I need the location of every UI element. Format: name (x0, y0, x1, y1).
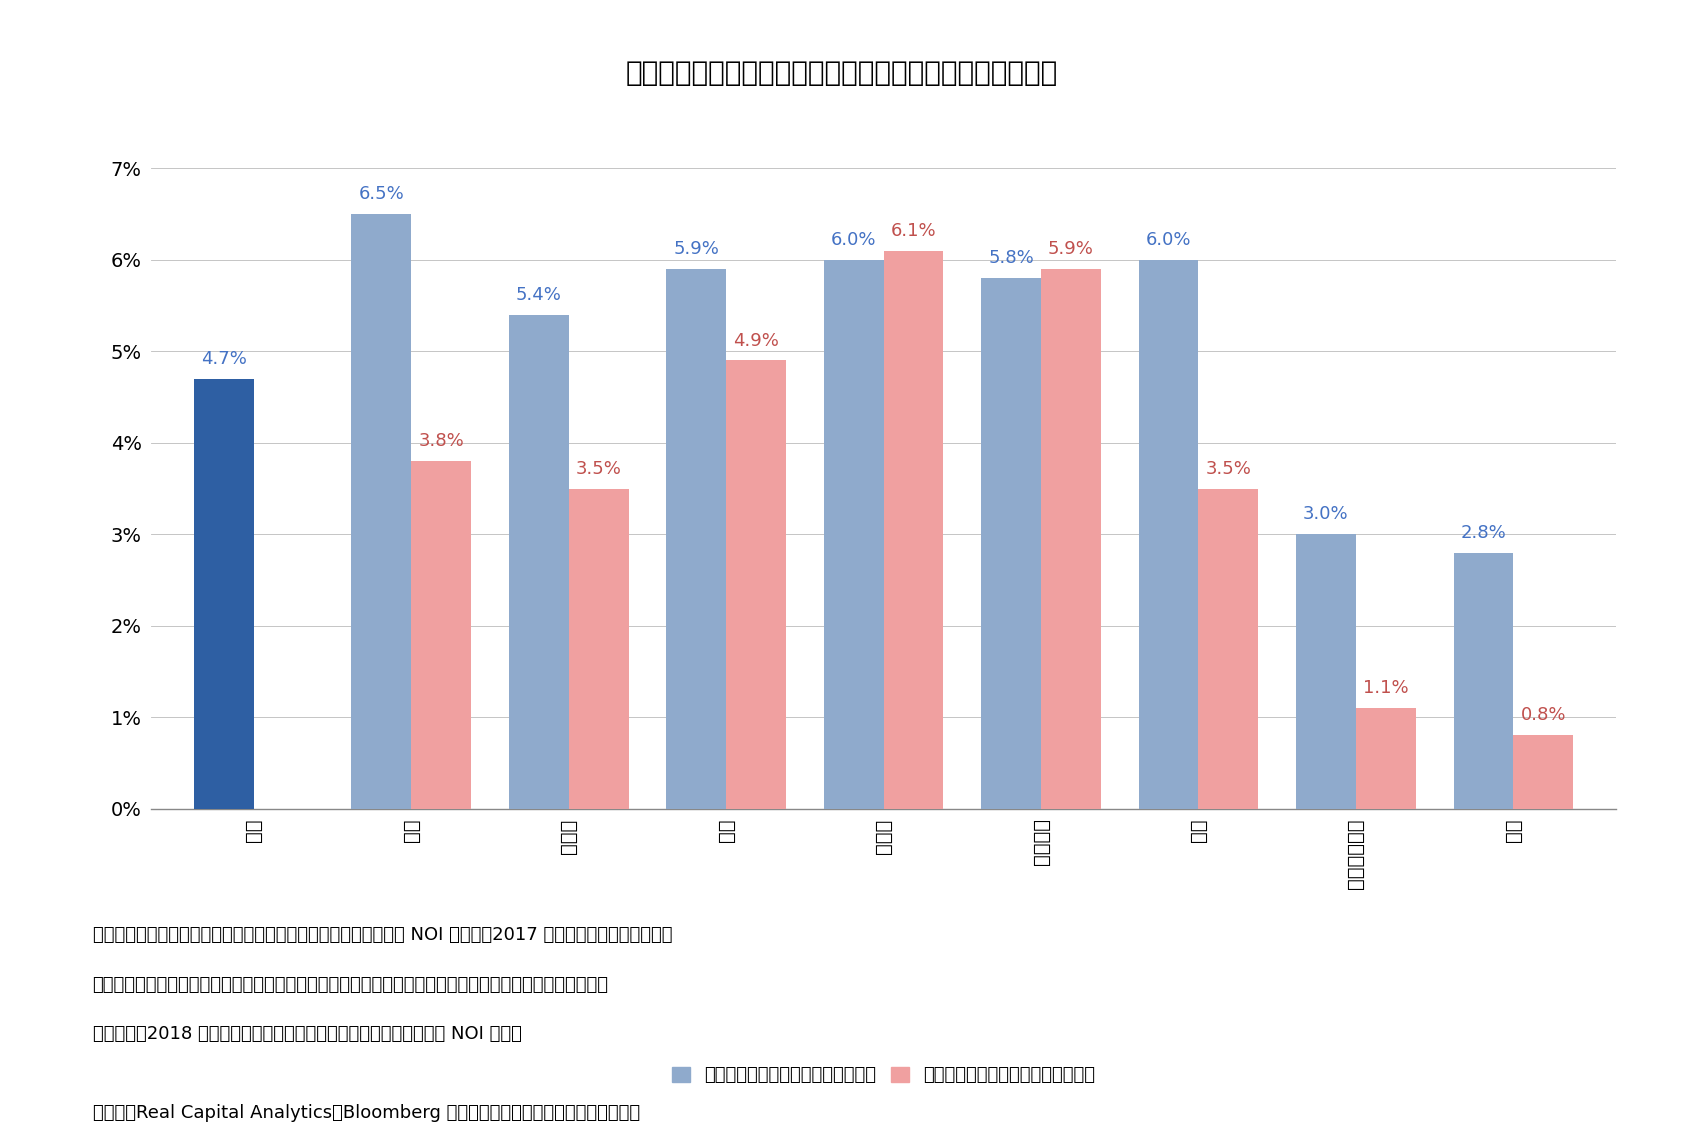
Bar (410, 462, 471, 809)
Bar (193, 378, 254, 809)
Text: 6.0%: 6.0% (1145, 231, 1191, 249)
Bar (725, 360, 785, 809)
Text: 3.5%: 3.5% (575, 459, 621, 477)
Bar (822, 259, 883, 809)
Bar (1453, 553, 1512, 809)
Text: 0.8%: 0.8% (1519, 706, 1564, 724)
Text: 6.1%: 6.1% (890, 221, 935, 240)
Text: 2.8%: 2.8% (1460, 523, 1505, 541)
Text: 5.9%: 5.9% (1048, 240, 1093, 258)
Bar (1356, 707, 1415, 809)
Text: 5.4%: 5.4% (516, 285, 562, 304)
Bar (508, 314, 569, 809)
Text: 5.8%: 5.8% (987, 249, 1033, 267)
Text: 4.9%: 4.9% (733, 331, 779, 349)
Text: （出所）Real Capital Analytics、Bloomberg のデータを基にニッセイ基礎研究所作成: （出所）Real Capital Analytics、Bloomberg のデー… (93, 1104, 639, 1122)
Text: （注）不動産期待利回り（為替ヘッジ前）：取引データに基づく NOI 利回り（2017 年度平均）で、長期的に期: （注）不動産期待利回り（為替ヘッジ前）：取引データに基づく NOI 利回り（20… (93, 926, 671, 944)
Bar (1512, 736, 1573, 809)
Text: 4.7%: 4.7% (200, 349, 247, 368)
Text: 3.8%: 3.8% (419, 432, 464, 450)
Bar (883, 250, 944, 809)
Bar (666, 270, 725, 809)
Text: 提に、2018 年６月末に為替リスクを３ヶ月間ヘッジした場合の NOI 利回り: 提に、2018 年６月末に為替リスクを３ヶ月間ヘッジした場合の NOI 利回り (93, 1025, 521, 1043)
Text: 3.5%: 3.5% (1204, 459, 1250, 477)
Bar (1198, 489, 1258, 809)
Text: 5.9%: 5.9% (673, 240, 718, 258)
Bar (1295, 535, 1356, 809)
Text: 図表２：主要先進国の為替ヘッジ前後の不動産期待利回り: 図表２：主要先進国の為替ヘッジ前後の不動産期待利回り (626, 60, 1056, 86)
Bar (1041, 270, 1100, 809)
Bar (352, 214, 410, 809)
Bar (1139, 259, 1198, 809)
Text: 6.0%: 6.0% (831, 231, 876, 249)
Text: 3.0%: 3.0% (1302, 505, 1347, 523)
Text: 待される利回りを示す。不動産期待利回り（為替ヘッジ後）：不動産期待利回り（為替ヘッジ前）を前: 待される利回りを示す。不動産期待利回り（為替ヘッジ後）：不動産期待利回り（為替ヘ… (93, 976, 609, 994)
Text: 1.1%: 1.1% (1362, 679, 1408, 697)
Bar (981, 279, 1041, 809)
Text: 6.5%: 6.5% (358, 185, 404, 203)
Legend: 不動産投資利回り（為替ヘッジ前）, 不動産投資利回り（為替ヘッジ後）: 不動産投資利回り（為替ヘッジ前）, 不動産投資利回り（為替ヘッジ後） (666, 1061, 1100, 1089)
Bar (569, 489, 627, 809)
